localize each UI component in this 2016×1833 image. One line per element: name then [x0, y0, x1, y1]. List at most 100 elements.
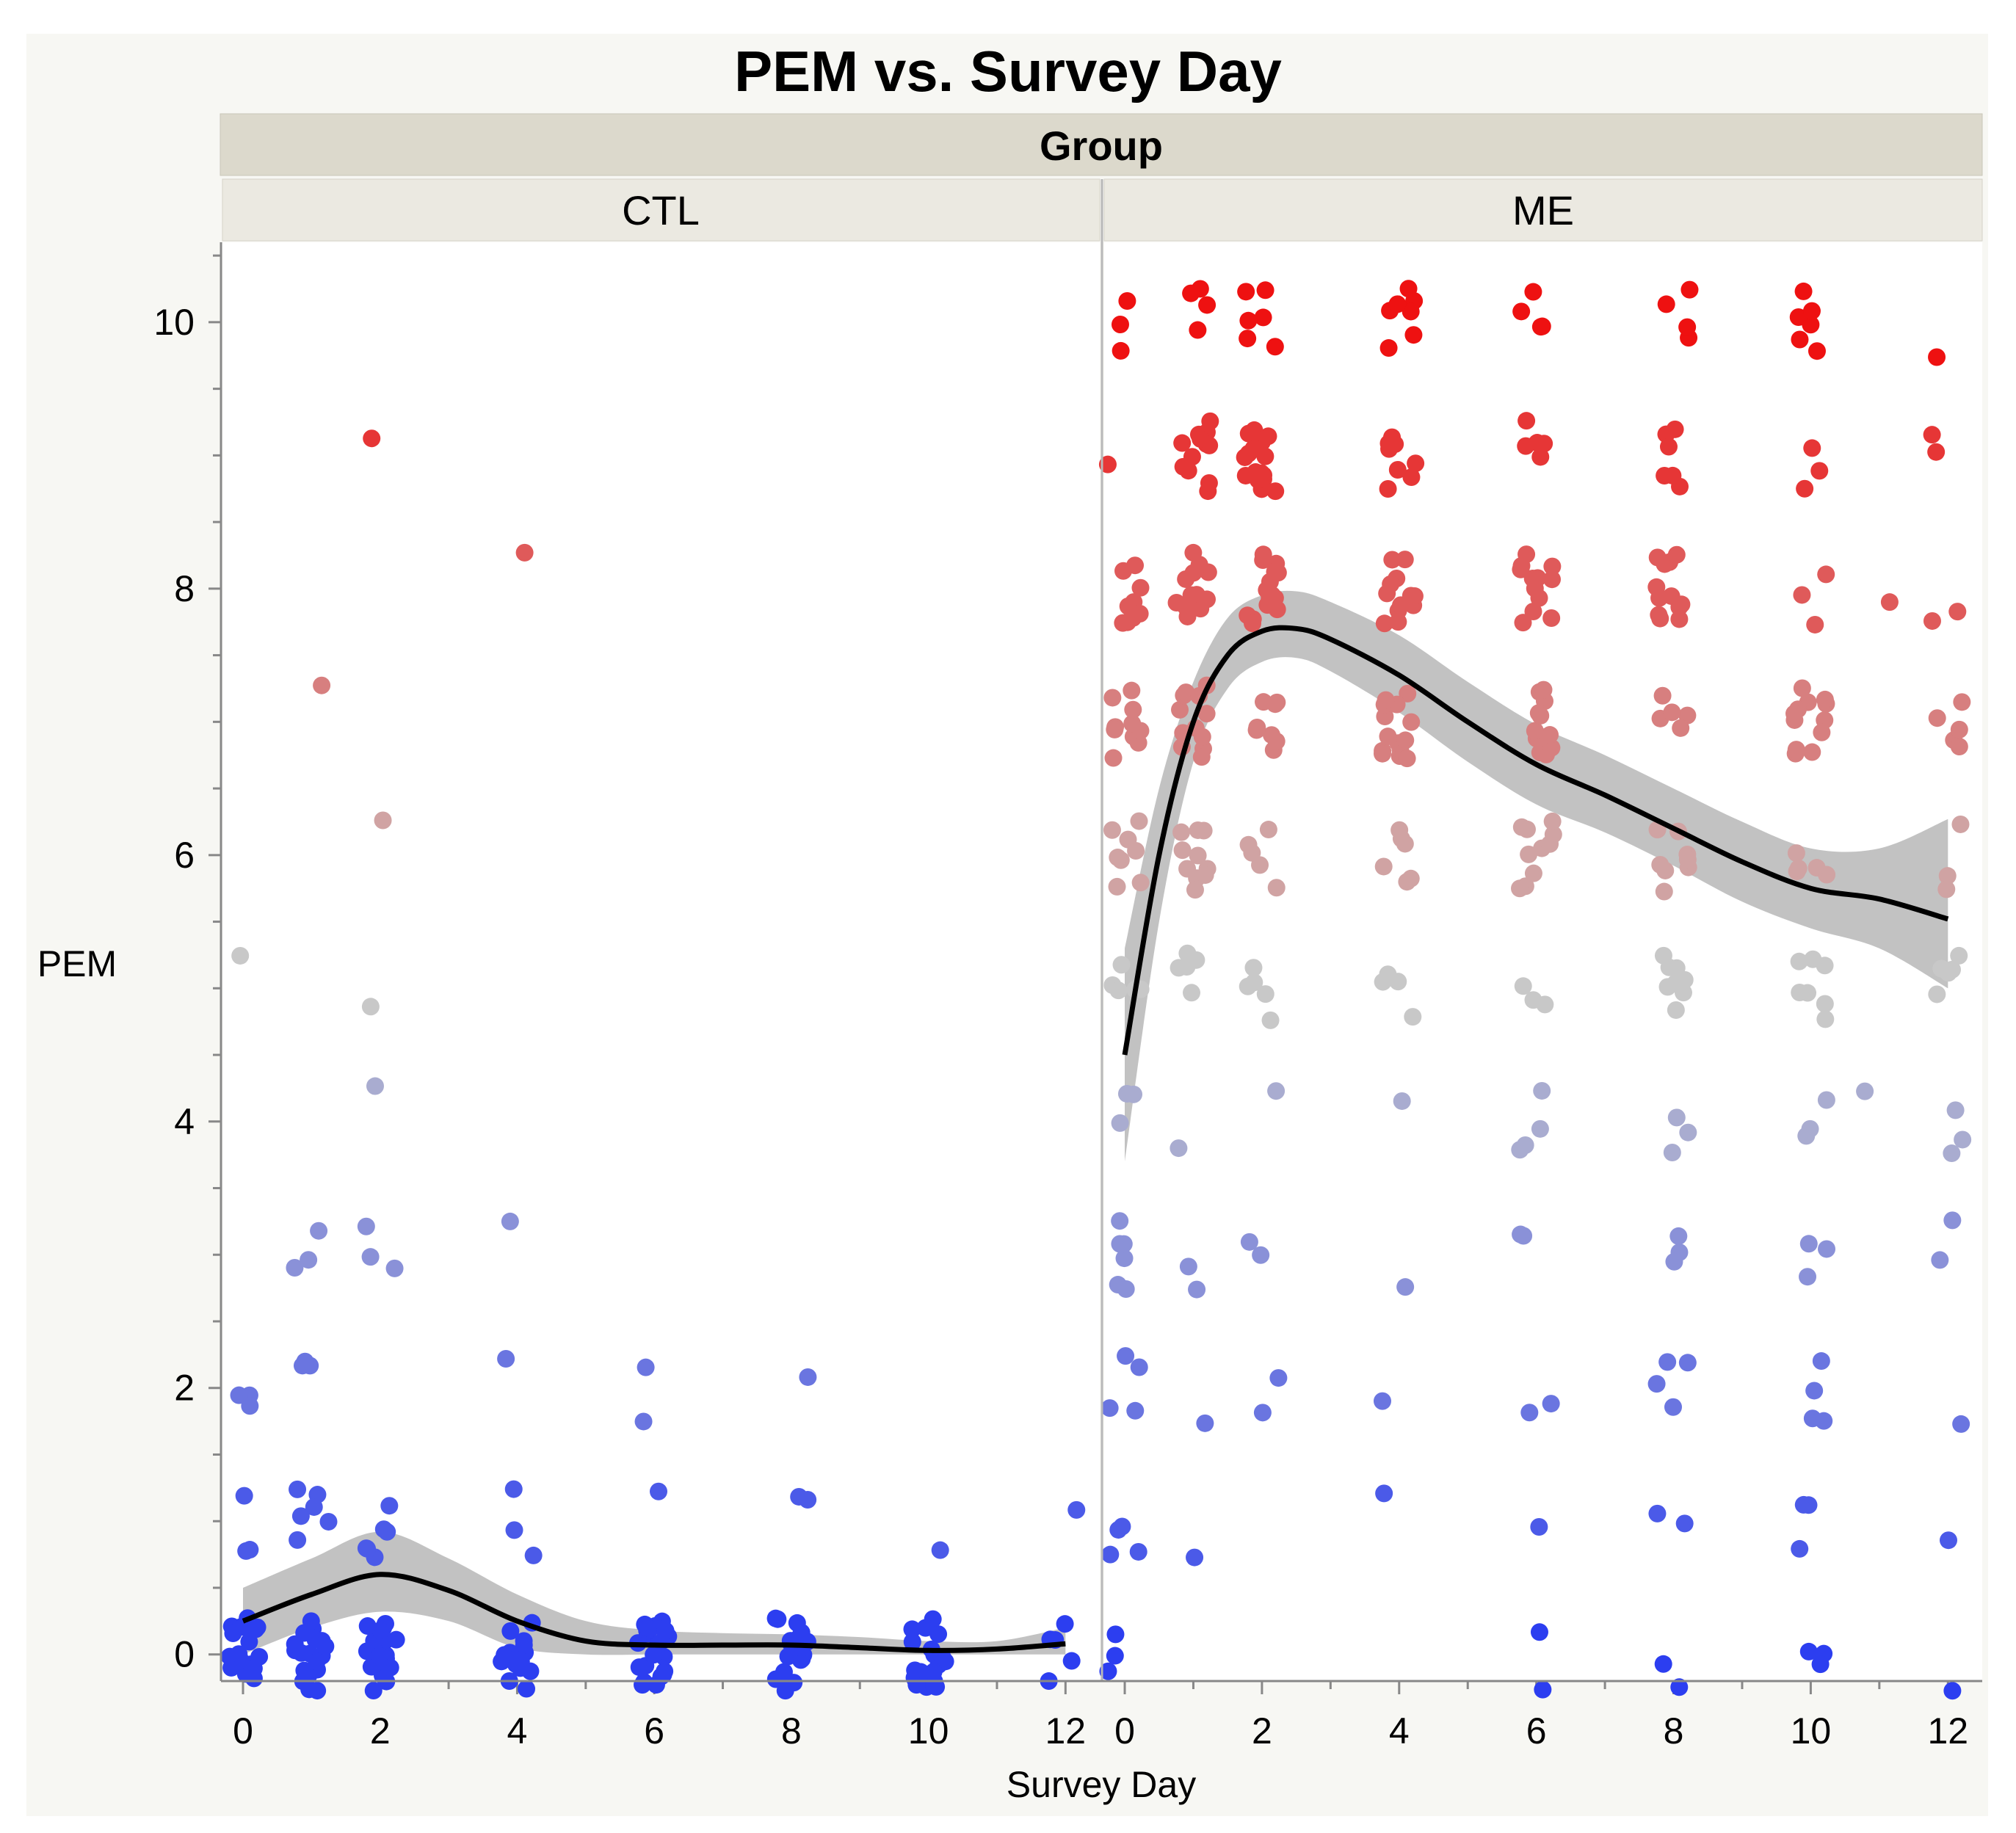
data-point-me	[1405, 587, 1424, 606]
data-point-me	[1520, 845, 1538, 863]
panel-header-ctl	[222, 178, 1101, 242]
data-point-me	[1948, 603, 1967, 621]
data-point-me	[1511, 879, 1529, 898]
data-point-ctl	[370, 1647, 388, 1665]
data-point-me	[1520, 1404, 1539, 1422]
data-point-me	[1267, 879, 1286, 897]
data-point-me	[1112, 341, 1130, 360]
data-point-me	[1189, 821, 1207, 839]
data-point-ctl	[925, 1676, 943, 1694]
data-point-me	[1130, 1358, 1148, 1376]
data-point-me	[1131, 605, 1149, 623]
x-tick-label: 8	[1664, 1710, 1684, 1752]
data-point-me	[1399, 684, 1417, 703]
data-point-me	[1117, 1280, 1135, 1299]
data-point-me	[1193, 727, 1211, 746]
data-point-me	[1239, 311, 1258, 330]
data-point-me	[1379, 727, 1397, 746]
data-point-ctl	[366, 1077, 384, 1095]
data-point-ctl	[378, 1522, 396, 1541]
data-point-me	[1396, 1278, 1415, 1296]
data-point-me	[1402, 302, 1420, 321]
data-point-me	[1543, 812, 1562, 830]
data-point-me	[1396, 551, 1414, 569]
data-point-ctl	[521, 1662, 540, 1680]
data-point-me	[1542, 738, 1561, 757]
data-point-ctl	[244, 1659, 263, 1677]
x-tick-label: 6	[644, 1710, 664, 1752]
data-point-me	[1806, 615, 1824, 634]
data-point-me	[1108, 877, 1126, 896]
data-point-me	[1402, 869, 1420, 888]
data-point-me	[1192, 429, 1210, 448]
data-point-me	[1663, 1143, 1681, 1161]
data-point-me	[1125, 1085, 1143, 1103]
data-point-me	[1200, 473, 1218, 492]
data-point-me	[1524, 602, 1542, 620]
data-point-ctl	[248, 1618, 266, 1636]
data-point-ctl	[361, 1248, 380, 1266]
data-point-me	[1803, 439, 1821, 457]
data-point-me	[1943, 1682, 1962, 1700]
data-point-me	[1856, 1082, 1874, 1100]
confidence-band-ctl	[243, 1531, 1066, 1655]
data-point-me	[1379, 339, 1398, 357]
data-point-me	[1106, 1625, 1125, 1644]
x-axis-label: Survey Day	[1007, 1764, 1196, 1805]
data-point-ctl	[504, 1480, 523, 1498]
data-point-me	[1269, 1369, 1288, 1387]
x-tick-label: 12	[1045, 1710, 1087, 1752]
data-point-ctl	[361, 998, 380, 1016]
data-point-me	[1240, 1233, 1258, 1251]
data-point-me	[1657, 295, 1675, 313]
data-point-ctl	[654, 1666, 672, 1684]
data-point-me	[1805, 1382, 1824, 1400]
data-point-ctl	[235, 1487, 253, 1505]
data-point-me	[1131, 874, 1150, 892]
data-point-me	[1104, 749, 1123, 767]
data-point-me	[1106, 1647, 1124, 1665]
data-point-me	[1399, 280, 1418, 298]
data-point-me	[1197, 705, 1216, 723]
data-point-ctl	[776, 1682, 794, 1700]
data-point-me	[1526, 722, 1544, 740]
data-point-me	[1382, 575, 1400, 593]
x-axis: 0 2 4 6 8 10 12 0 2 4 6 8 10 12	[233, 1681, 1968, 1752]
data-point-me	[1170, 1139, 1188, 1158]
data-point-me	[1648, 548, 1667, 567]
data-point-me	[1672, 595, 1691, 614]
y-axis: 0 2 4 6 8 10	[153, 254, 221, 1675]
data-point-me	[1785, 705, 1804, 723]
data-point-me	[1263, 586, 1281, 604]
data-point-me	[1266, 482, 1285, 501]
data-point-ctl	[387, 1630, 405, 1649]
data-point-me	[1377, 691, 1395, 709]
data-point-me	[1254, 308, 1272, 327]
data-point-me	[1244, 959, 1263, 977]
data-point-me	[1954, 1130, 1972, 1149]
data-point-me	[1678, 1354, 1697, 1372]
data-point-me	[1512, 302, 1531, 321]
data-point-me	[1531, 318, 1550, 336]
data-point-me	[1404, 326, 1423, 344]
data-point-me	[1650, 606, 1668, 624]
panel-header-me	[1103, 178, 1983, 242]
data-point-me	[1174, 457, 1192, 476]
data-point-me	[1939, 1531, 1957, 1550]
data-point-me	[1201, 412, 1219, 430]
data-point-me	[1679, 1123, 1697, 1141]
data-point-me	[1923, 426, 1941, 444]
confidence-band-me	[1125, 590, 1948, 1162]
data-point-me	[1793, 679, 1811, 697]
data-point-me	[1123, 714, 1142, 733]
data-point-me	[1950, 720, 1968, 738]
data-point-ctl	[505, 1521, 523, 1539]
data-point-me	[1802, 302, 1821, 320]
data-point-me	[1514, 614, 1532, 632]
data-point-me	[1379, 434, 1398, 452]
data-point-me	[1816, 690, 1834, 708]
data-point-me	[1183, 984, 1201, 1002]
data-point-me	[1816, 1010, 1835, 1028]
data-point-me	[1252, 1246, 1270, 1264]
y-tick-label: 4	[174, 1101, 195, 1142]
